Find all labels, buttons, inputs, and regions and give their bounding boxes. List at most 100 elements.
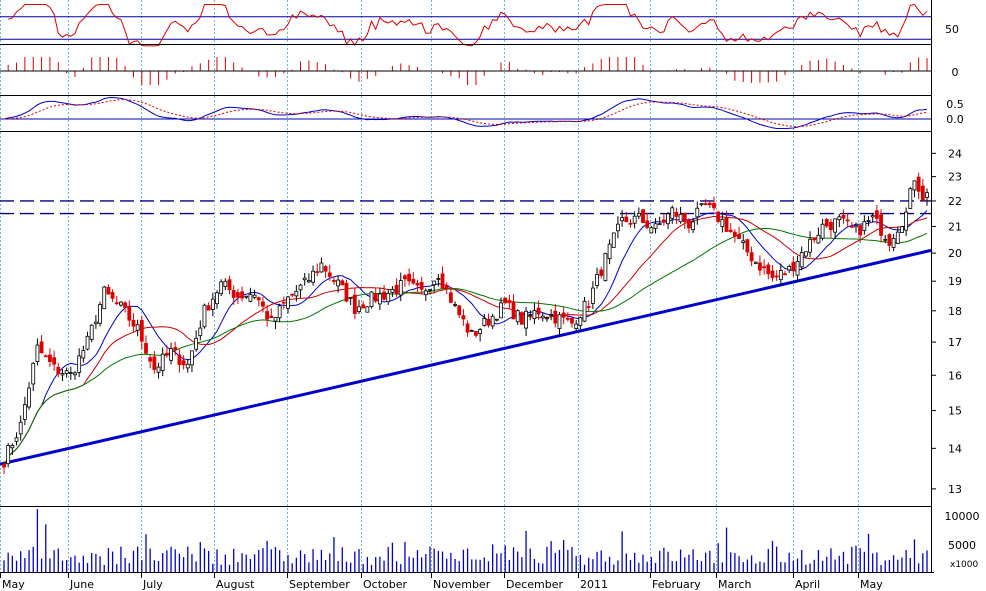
candle-body [511,301,516,320]
candle-body [14,437,19,442]
candle-body [419,281,424,290]
candle-body [879,214,883,236]
macd-tick-label: 0.0 [946,113,964,126]
price-tick-label: 17 [948,336,962,349]
candle-body [102,286,107,310]
candle-body [741,240,746,244]
candle-body [854,225,858,228]
candle-body [803,251,808,257]
candle-body [315,271,320,273]
month-label: November [433,578,491,591]
candle-body [858,225,863,236]
candle-body [649,227,654,234]
candle-body [277,305,282,319]
candle-body [632,215,637,224]
candle-body [745,239,750,253]
candle-body [152,356,157,370]
candle-body [256,297,261,301]
candle-body [912,180,917,191]
candle-body [357,306,361,312]
candle-body [578,317,583,326]
candle-body [536,307,541,315]
right-axis: 50 0 0.5 0.0 24 23 22 21 20 19 18 17 16 15 14 13 10… [945,23,980,570]
candle-body [833,218,838,233]
candle-body [173,347,178,351]
candle-body [737,233,741,239]
macd-signal-line [3,99,928,128]
candle-body [799,252,804,268]
macd-line [3,96,928,130]
candle-body [925,192,929,198]
candle-body [557,314,562,329]
candle-body [841,215,846,219]
candle-body [524,310,528,329]
panel-frames [0,0,936,578]
candle-body [311,270,315,283]
rsi-tick-label: 50 [945,23,959,36]
candle-body [403,275,407,280]
candle-body [849,225,854,228]
candle-body [874,210,879,219]
candle-body [440,273,445,289]
month-label: September [289,578,350,591]
candle-body [519,312,524,325]
candle-body [223,280,228,287]
candle-body [553,310,558,324]
volume-unit-label: x1000 [950,560,979,570]
candle-body [770,270,775,278]
candle-body [348,296,353,299]
candle-body [732,231,737,237]
candle-body [774,275,779,278]
candle-body [219,281,224,295]
candle-body [620,217,625,222]
candle-body [778,270,783,281]
candle-body [352,294,357,314]
price-tick-label: 19 [948,275,962,288]
candle-body [244,295,249,298]
candle-body [812,237,817,241]
candle-body [490,315,495,327]
candle-body [582,300,587,322]
month-label: May [860,578,883,591]
candle-body [269,315,274,318]
volume-tick-label: 10000 [945,510,980,523]
macd-panel [0,96,931,130]
candle-body [444,284,449,289]
candle-body [27,387,31,408]
candle-body [81,350,86,359]
candle-body [469,330,474,332]
candle-body [791,261,796,272]
candle-body [361,304,366,309]
candle-body [198,327,203,337]
candle-body [561,312,566,318]
candle-body [682,212,687,223]
candle-body [574,323,579,329]
candle-body [373,293,378,302]
candle-body [123,302,128,308]
month-axis: May June July August September October N… [2,578,883,591]
candle-body [728,229,733,233]
candle-body [870,215,875,218]
candle-body [503,297,508,304]
candle-body [645,220,650,228]
candle-body [699,203,704,206]
candle-body [340,280,345,286]
candle-body [549,314,554,316]
moving-average-line [3,210,928,468]
candle-body [887,234,892,246]
volume-tick-label: 5000 [948,539,976,552]
candle-body [758,262,762,271]
candle-body [365,306,370,313]
candle-body [240,291,244,299]
volume-panel [3,509,928,572]
candle-body [712,203,716,209]
month-label: July [142,578,163,591]
candle-body [22,404,27,420]
candle-body [148,357,153,362]
candle-body [98,304,102,324]
month-label: December [506,578,564,591]
candle-body [432,280,437,286]
candle-body [570,317,574,324]
candle-body [624,216,629,223]
